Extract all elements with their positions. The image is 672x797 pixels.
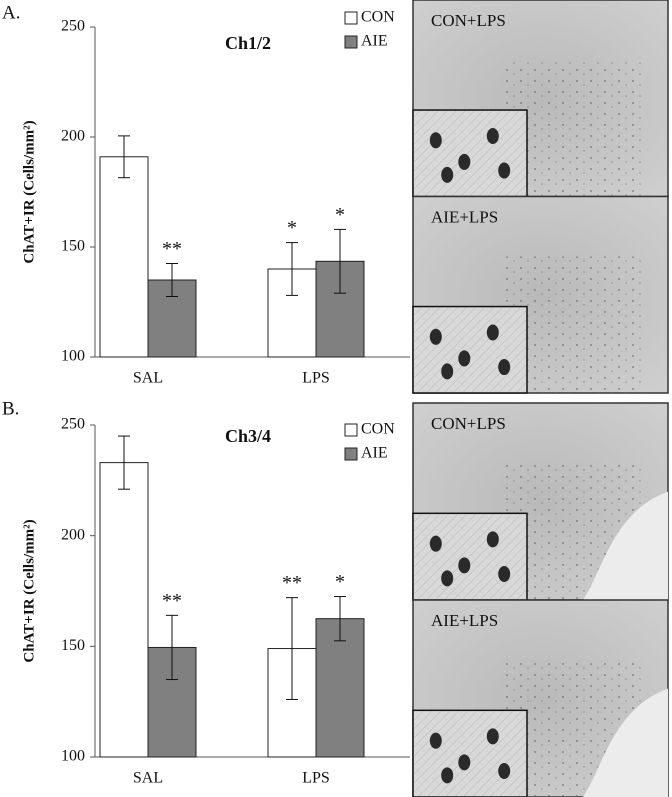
neuron — [441, 166, 454, 183]
legend-swatch — [344, 423, 358, 437]
legend-label: CON — [361, 9, 395, 26]
image-label: CON+LPS — [431, 414, 506, 433]
significance-marker: * — [287, 217, 297, 239]
legend-swatch — [344, 447, 358, 461]
y-tick-label: 150 — [61, 637, 85, 654]
x-tick-label: LPS — [302, 770, 330, 787]
chart-title: Ch3/4 — [225, 426, 271, 446]
neuron — [458, 153, 471, 170]
error-bar — [334, 228, 346, 294]
y-tick-label: 100 — [61, 348, 85, 365]
y-tick-label: 200 — [61, 128, 85, 145]
neuron — [498, 762, 511, 779]
legend-label: AIE — [361, 33, 388, 50]
error-bar — [118, 135, 130, 179]
panel-label: B. — [2, 398, 19, 419]
inset-texture — [414, 711, 526, 796]
y-tick-label: 200 — [61, 526, 85, 543]
bar — [99, 462, 149, 758]
legend-label: AIE — [361, 445, 388, 462]
neuron — [458, 557, 471, 574]
bar — [315, 618, 365, 758]
neuron — [429, 732, 442, 749]
legend-swatch — [344, 35, 358, 49]
neuron — [441, 767, 454, 784]
x-tick-label: SAL — [133, 370, 163, 387]
neuron — [498, 162, 511, 179]
neuron — [429, 535, 442, 552]
y-axis-label: ChAT+IR (Cells/mm²) — [21, 519, 37, 662]
bar — [99, 156, 149, 358]
neuron — [498, 565, 511, 582]
significance-marker: ** — [282, 572, 302, 594]
neuron — [498, 359, 511, 376]
panel-label: A. — [2, 2, 20, 23]
significance-marker: ** — [162, 590, 182, 612]
neuron — [429, 328, 442, 345]
image-label: AIE+LPS — [431, 207, 498, 226]
x-tick-label: SAL — [133, 770, 163, 787]
neuron — [458, 350, 471, 367]
neuron — [441, 363, 454, 380]
neuron — [486, 127, 499, 144]
x-tick-label: LPS — [302, 370, 330, 387]
y-axis-label: ChAT+IR (Cells/mm²) — [21, 120, 37, 263]
y-tick-label: 250 — [61, 18, 85, 35]
image-label: CON+LPS — [431, 11, 506, 30]
error-bar — [166, 263, 178, 297]
neuron — [429, 132, 442, 149]
error-bar — [286, 597, 298, 700]
significance-marker: ** — [162, 238, 182, 260]
neuron — [458, 754, 471, 771]
error-bar — [118, 435, 130, 490]
y-tick-label: 150 — [61, 238, 85, 255]
y-tick-label: 100 — [61, 748, 85, 765]
y-tick-label: 250 — [61, 416, 85, 433]
tissue-edge — [583, 491, 668, 600]
inset-texture — [414, 514, 526, 599]
chart-title: Ch1/2 — [225, 33, 271, 53]
significance-marker: * — [335, 204, 345, 226]
error-bar — [334, 596, 346, 642]
inset-texture — [414, 111, 526, 196]
error-bar — [286, 242, 298, 296]
neuron — [441, 570, 454, 587]
inset-texture — [414, 307, 526, 392]
legend-swatch — [344, 11, 358, 25]
neuron — [486, 324, 499, 341]
image-label: AIE+LPS — [431, 611, 498, 630]
legend-label: CON — [361, 421, 395, 438]
neuron — [486, 531, 499, 548]
tissue-edge — [583, 688, 668, 797]
significance-marker: * — [335, 571, 345, 593]
neuron — [486, 728, 499, 745]
error-bar — [166, 614, 178, 681]
